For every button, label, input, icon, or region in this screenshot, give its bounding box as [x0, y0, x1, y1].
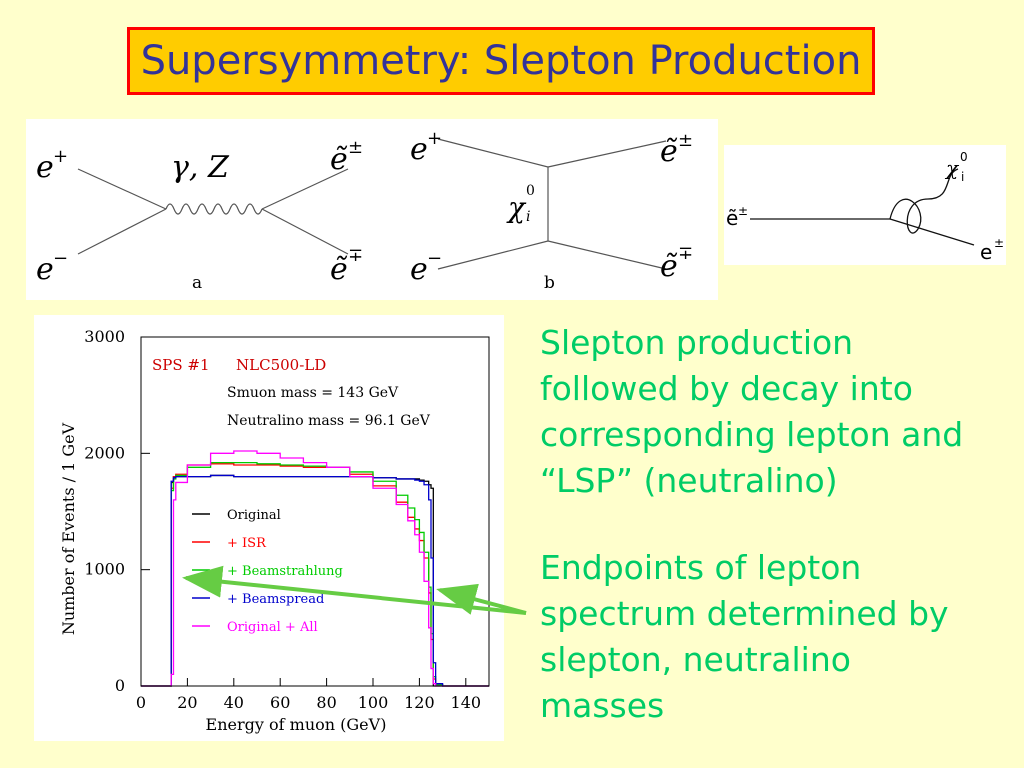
slide-title-box: Supersymmetry: Slepton Production [127, 27, 875, 95]
series-line-4 [141, 450, 489, 687]
diagram-a-selectron-top-sup: ± [348, 137, 363, 158]
decay-slepton-label: ẽ [726, 206, 738, 230]
diagram-b-eplus-sup: + [427, 128, 442, 149]
diagram-b-selectron-bottom-sup: ∓ [678, 243, 693, 264]
feynman-diagrams-panel: e + e − γ, Z ẽ ± ẽ ∓ a e + e − χ 0 i ẽ ±… [26, 119, 718, 300]
diagram-b-neutralino-sup: 0 [526, 183, 535, 199]
diagram-a-eminus-sup: − [53, 248, 68, 269]
bullet-slepton-production: Slepton production followed by decay int… [540, 323, 964, 500]
x-tick-label: 60 [270, 693, 290, 712]
diagram-a-line-outgoing-top [261, 168, 349, 210]
series-line-0 [141, 474, 489, 687]
legend-label: + ISR [227, 536, 267, 551]
diagram-b-line-outgoing-top [547, 140, 667, 168]
diagram-a-eminus: e [36, 252, 54, 287]
muon-energy-plot-panel: 0 20 40 60 80 100 120 140 0 1000 2000 3000 Original… [34, 315, 504, 741]
legend-label: + Beamstrahlung [227, 564, 343, 579]
diagram-b-eplus: e [410, 132, 428, 167]
diagram-a-line-outgoing-bottom [261, 208, 349, 255]
series-line-3 [141, 474, 489, 687]
diagram-b-line-incoming-top [437, 138, 549, 168]
chart-annotation-neutralino: Neutralino mass = 96.1 GeV [227, 413, 431, 429]
diagram-b-eminus-sup: − [427, 248, 442, 269]
chart-header-left: SPS #1 [152, 356, 210, 374]
photon-propagator-line [165, 203, 263, 215]
x-tick-label: 140 [451, 693, 482, 712]
decay-lepton-sup: ± [994, 236, 1004, 250]
diagram-a-selectron-bottom-sup: ∓ [348, 245, 363, 266]
decay-neutralino-sub: i [961, 170, 964, 184]
muon-energy-chart: 0 20 40 60 80 100 120 140 0 1000 2000 3000 Original… [59, 327, 490, 734]
diagram-a-selectron-bottom: ẽ [330, 252, 348, 287]
decay-slepton-sup: ± [738, 204, 748, 218]
x-tick-label: 0 [136, 693, 146, 712]
diagram-b-label: b [544, 273, 555, 293]
diagram-a-exchange-label: γ, Z [171, 150, 230, 185]
diagram-b-eminus: e [410, 252, 428, 287]
x-tick-label: 20 [177, 693, 197, 712]
x-tick-label: 40 [224, 693, 244, 712]
y-tick-label: 1000 [84, 560, 125, 579]
chart-annotation-smuon: Smuon mass = 143 GeV [227, 385, 399, 401]
x-tick-label: 100 [358, 693, 389, 712]
diagram-b-neutralino: χ [506, 191, 527, 224]
decay-lepton-line [889, 218, 975, 246]
diagram-a-label: a [192, 273, 202, 293]
diagram-a-line-incoming-top [77, 168, 167, 210]
decay-neutralino-line [889, 168, 959, 234]
x-tick-label: 120 [404, 693, 435, 712]
legend-label: Original + All [227, 620, 318, 635]
diagram-b-selectron-top: ẽ [660, 134, 678, 169]
diagram-b-selectron-top-sup: ± [678, 130, 693, 151]
diagram-b-selectron-bottom: ẽ [660, 249, 678, 284]
bullet-endpoints: Endpoints of lepton spectrum determined … [540, 548, 949, 725]
decay-diagram-svg: ẽ ± χ 0 i e ± [726, 150, 1004, 264]
decay-neutralino-sup: 0 [960, 150, 968, 164]
diagram-a-eplus-sup: + [53, 146, 68, 167]
feynman-diagrams-svg: e + e − γ, Z ẽ ± ẽ ∓ a e + e − χ 0 i ẽ ±… [36, 128, 693, 293]
legend-label: + Beamspread [227, 592, 324, 607]
decay-neutralino-label: χ [944, 156, 960, 180]
x-tick-label: 80 [316, 693, 336, 712]
chart-header-right: NLC500-LD [236, 356, 326, 374]
slide-title: Supersymmetry: Slepton Production [140, 38, 862, 84]
diagram-a-eplus: e [36, 150, 54, 185]
plot-frame [140, 336, 490, 687]
diagram-b-line-outgoing-bottom [547, 240, 667, 270]
decay-lepton-label: e [980, 240, 992, 264]
y-tick-label: 0 [115, 676, 125, 695]
diagram-b-neutralino-sub: i [526, 209, 530, 225]
chart-x-axis-label: Energy of muon (GeV) [206, 715, 387, 734]
chart-y-axis-label: Number of Events / 1 GeV [59, 422, 78, 635]
decay-diagram-panel: ẽ ± χ 0 i e ± [724, 145, 1006, 265]
legend-label: Original [227, 508, 281, 523]
diagram-a-line-incoming-bottom [77, 208, 167, 255]
diagram-a-selectron-top: ẽ [330, 142, 348, 177]
y-tick-label: 3000 [84, 327, 125, 346]
y-tick-label: 2000 [84, 443, 125, 462]
diagram-b-line-incoming-bottom [437, 240, 549, 270]
